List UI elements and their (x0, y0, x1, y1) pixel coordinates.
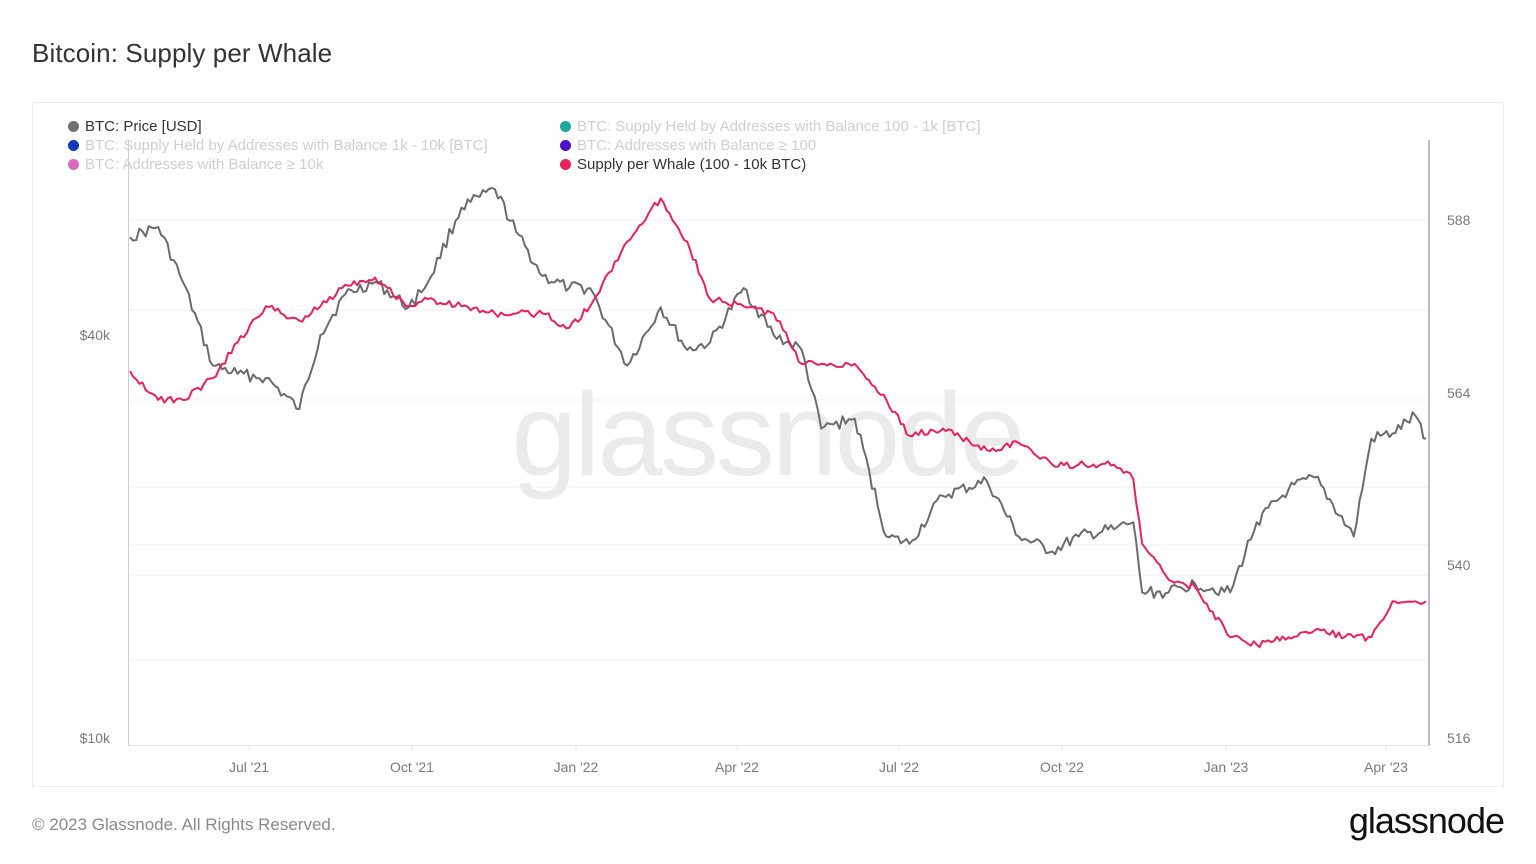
copyright-text: © 2023 Glassnode. All Rights Reserved. (32, 815, 336, 834)
legend-label: BTC: Supply Held by Addresses with Balan… (85, 137, 488, 154)
legend-dot-icon (68, 121, 79, 132)
right-tick-540: 540 (1447, 557, 1471, 573)
page-title: Bitcoin: Supply per Whale (32, 38, 333, 68)
x-tick-jul-21: Jul '21 (229, 759, 269, 775)
x-tick-jul-22: Jul '22 (879, 759, 919, 775)
left-tick-40k: $40k (80, 327, 111, 343)
legend-dot-icon (68, 159, 79, 170)
x-tick-oct-21: Oct '21 (390, 759, 434, 775)
legend: BTC: Price [USD] BTC: Supply Held by Add… (68, 117, 1048, 177)
legend-dot-icon (560, 140, 571, 151)
supply-per-whale-line (129, 197, 1427, 649)
legend-item-addresses-10k[interactable]: BTC: Addresses with Balance ≥ 10k (68, 155, 323, 174)
legend-item-supply-per-whale[interactable]: Supply per Whale (100 - 10k BTC) (560, 155, 806, 174)
x-tick-apr-22: Apr '22 (715, 759, 759, 775)
legend-dot-icon (68, 140, 79, 151)
right-tick-588: 588 (1447, 212, 1471, 228)
legend-label: BTC: Addresses with Balance ≥ 10k (85, 156, 324, 173)
x-tick-oct-22: Oct '22 (1040, 759, 1084, 775)
right-tick-516: 516 (1447, 730, 1471, 746)
legend-item-btc-price[interactable]: BTC: Price [USD] (68, 117, 202, 136)
watermark: glassnode (512, 369, 1023, 501)
legend-dot-icon (560, 121, 571, 132)
gridlines (128, 219, 1429, 661)
legend-label: BTC: Supply Held by Addresses with Balan… (577, 118, 981, 135)
x-tick-apr-23: Apr '23 (1364, 759, 1408, 775)
right-tick-564: 564 (1447, 385, 1471, 401)
legend-dot-icon (560, 159, 571, 170)
x-tick-jan-23: Jan '23 (1204, 759, 1249, 775)
legend-label: BTC: Price [USD] (85, 118, 202, 135)
legend-item-supply-1k-10k[interactable]: BTC: Supply Held by Addresses with Balan… (68, 136, 488, 155)
legend-label: Supply per Whale (100 - 10k BTC) (577, 156, 807, 173)
left-tick-10k: $10k (80, 730, 111, 746)
chart-frame (32, 102, 1504, 787)
glassnode-logo[interactable]: glassnode (1348, 800, 1505, 841)
legend-item-supply-100-1k[interactable]: BTC: Supply Held by Addresses with Balan… (560, 117, 981, 136)
legend-label: BTC: Addresses with Balance ≥ 100 (577, 137, 817, 154)
legend-item-addresses-100[interactable]: BTC: Addresses with Balance ≥ 100 (560, 136, 816, 155)
x-tick-jan-22: Jan '22 (554, 759, 599, 775)
price-line (129, 187, 1427, 599)
